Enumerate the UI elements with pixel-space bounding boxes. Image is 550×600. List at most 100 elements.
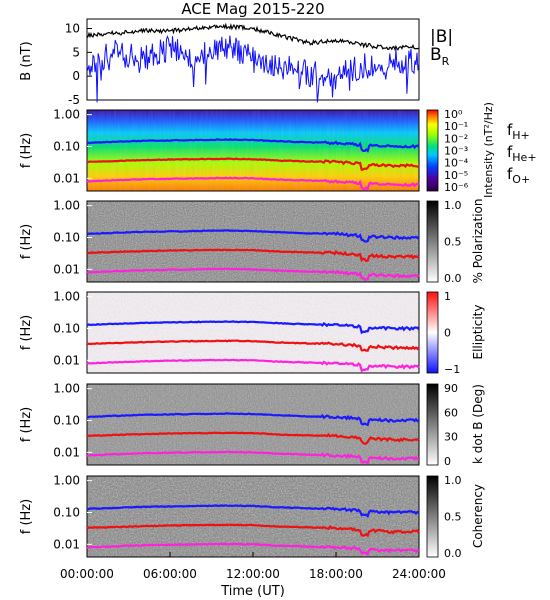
y-tick-label: 0.10 bbox=[53, 139, 80, 153]
x-tick-label: 18:00:00 bbox=[309, 567, 363, 581]
spectral-overlays: f (Hz) 1.00 0.10 0.01 f (Hz) 1.00 0.10 0.01 f (H… bbox=[19, 108, 420, 557]
y-tick-label: 0.01 bbox=[53, 537, 80, 551]
y-tick-label: 10 bbox=[65, 22, 80, 36]
colorbar bbox=[426, 291, 439, 374]
colorbar-tick-label: 0.0 bbox=[444, 272, 462, 285]
colorbar-tick-labels: 1.0 0.5 0.0 bbox=[444, 199, 462, 285]
y-axis-label: B (nT) bbox=[19, 41, 34, 80]
y-tick-label: 1.00 bbox=[53, 108, 80, 122]
series-b-r-line bbox=[86, 35, 420, 103]
colorbar-label: % Polarization bbox=[471, 199, 485, 284]
colorbar-tick-label: 10⁻¹ bbox=[444, 120, 468, 133]
colorbar-tick-label: 30 bbox=[444, 431, 458, 444]
colorbar-tick-label: 1 bbox=[444, 290, 451, 303]
y-axis-label: f (Hz) bbox=[19, 407, 34, 442]
gyrofrequency-h-line bbox=[86, 320, 420, 335]
colorbar bbox=[426, 200, 439, 283]
panel-frame bbox=[86, 200, 420, 283]
colorbar-tick-labels: 90 60 30 0 bbox=[444, 382, 458, 468]
colorbar-tick-label: 0 bbox=[444, 327, 451, 340]
colorbar bbox=[426, 383, 439, 466]
colorbar-tick-labels: 1.0 0.5 0.0 bbox=[444, 474, 462, 560]
y-tick-labels: 10 5 0 -5 bbox=[65, 22, 92, 107]
colorbar-label: k dot B (Deg) bbox=[471, 384, 485, 464]
y-tick-label: 0.01 bbox=[53, 445, 80, 459]
y-tick-label: 1.00 bbox=[53, 199, 80, 213]
gyrofrequency-h-line bbox=[86, 138, 420, 153]
gyrofrequency-he-line bbox=[86, 523, 420, 538]
colorbar bbox=[426, 475, 439, 558]
y-axis-label: f (Hz) bbox=[19, 133, 34, 168]
x-tick-label: 24:00:00 bbox=[392, 567, 446, 581]
y-tick-label: 1.00 bbox=[53, 474, 80, 488]
panel-frame bbox=[86, 109, 420, 192]
gyrofrequency-o-line bbox=[86, 542, 420, 557]
colorbar-tick-label: 90 bbox=[444, 382, 458, 395]
colorbar-label: Coherency bbox=[471, 484, 485, 548]
colorbar-tick-label: 0.0 bbox=[444, 547, 462, 560]
figure-title: ACE Mag 2015-220 bbox=[181, 0, 324, 18]
x-tick-label: 12:00:00 bbox=[226, 567, 280, 581]
gyrofrequency-he-line bbox=[86, 339, 420, 352]
y-axis-label: f (Hz) bbox=[19, 224, 34, 259]
colorbar-label: Intensity (nT²/Hz) bbox=[482, 102, 495, 198]
y-tick-label: 0.01 bbox=[53, 353, 80, 367]
panel-frame bbox=[86, 291, 420, 374]
y-tick-label: 1.00 bbox=[53, 382, 80, 396]
panel-magnetic-field: 10 5 0 -5 B (nT) |B| BR bbox=[19, 18, 453, 107]
y-tick-label: 0.01 bbox=[53, 262, 80, 276]
gyrofrequency-o-line bbox=[86, 267, 420, 281]
panel-coherency: 1.0 0.5 0.0 Coherency bbox=[86, 474, 485, 560]
x-tick-label: 06:00:00 bbox=[143, 567, 197, 581]
x-tick-labels: 00:00:00 06:00:00 12:00:00 18:00:00 24:00:00 bbox=[60, 552, 446, 581]
y-tick-label: -5 bbox=[68, 93, 80, 107]
y-tick-label: 0 bbox=[72, 69, 80, 83]
panel-frame bbox=[86, 383, 420, 466]
legend-f-o: fO+ bbox=[507, 165, 530, 186]
y-tick-label: 0.10 bbox=[53, 413, 80, 427]
y-axis-label: f (Hz) bbox=[19, 315, 34, 350]
gyrofrequency-he-line bbox=[86, 431, 420, 445]
panel-wave-normal-angle: 90 60 30 0 k dot B (Deg) bbox=[86, 382, 485, 468]
legend-f-h: fH+ bbox=[507, 121, 530, 142]
colorbar-tick-label: 0.5 bbox=[444, 236, 462, 249]
x-axis-label: Time (UT) bbox=[220, 584, 285, 599]
legend-f-he: fHe+ bbox=[507, 143, 537, 164]
colorbar-tick-label: 0.5 bbox=[444, 511, 462, 524]
colorbar-tick-label: 10⁻² bbox=[444, 132, 468, 145]
gyrofrequency-he-line bbox=[86, 248, 420, 263]
gyrofrequency-o-line bbox=[86, 358, 420, 373]
colorbar-tick-labels: 1 0 −1 bbox=[444, 290, 460, 376]
legend-b-r: BR bbox=[430, 45, 450, 68]
colorbar-tick-label: 10⁻⁵ bbox=[444, 169, 468, 182]
colorbar-tick-label: 0 bbox=[444, 455, 451, 468]
gyrofrequency-o-line bbox=[86, 450, 419, 465]
colorbar-tick-label: −1 bbox=[444, 363, 460, 376]
colorbar-tick-label: 1.0 bbox=[444, 474, 462, 487]
panel-ellipticity: 1 0 −1 Ellipticity bbox=[86, 290, 485, 376]
gyrofrequency-he-line bbox=[86, 157, 420, 171]
x-tick-label: 00:00:00 bbox=[60, 567, 114, 581]
panel-polarization: 1.0 0.5 0.0 % Polarization bbox=[86, 199, 485, 285]
gyrofrequency-h-line bbox=[86, 412, 419, 427]
colorbar-tick-label: 1.0 bbox=[444, 199, 462, 212]
y-tick-label: 0.10 bbox=[53, 230, 80, 244]
y-tick-label: 0.01 bbox=[53, 171, 80, 185]
y-tick-label: 1.00 bbox=[53, 290, 80, 304]
colorbar-tick-label: 10⁰ bbox=[444, 108, 463, 121]
gyrofrequency-h-line bbox=[86, 504, 420, 519]
y-tick-label: 0.10 bbox=[53, 505, 80, 519]
colorbar-tick-label: 10⁻⁴ bbox=[444, 157, 469, 170]
y-tick-label: 0.10 bbox=[53, 321, 80, 335]
series-b-total-line bbox=[86, 22, 420, 52]
gyrofrequency-o-line bbox=[86, 176, 420, 192]
colorbar bbox=[426, 109, 439, 192]
colorbar-tick-label: 60 bbox=[444, 406, 458, 419]
gyrofrequency-h-line bbox=[86, 229, 420, 243]
colorbar-label: Ellipticity bbox=[471, 305, 485, 360]
colorbar-tick-label: 10⁻³ bbox=[444, 145, 468, 158]
colorbar-tick-label: 10⁻⁶ bbox=[444, 181, 469, 194]
